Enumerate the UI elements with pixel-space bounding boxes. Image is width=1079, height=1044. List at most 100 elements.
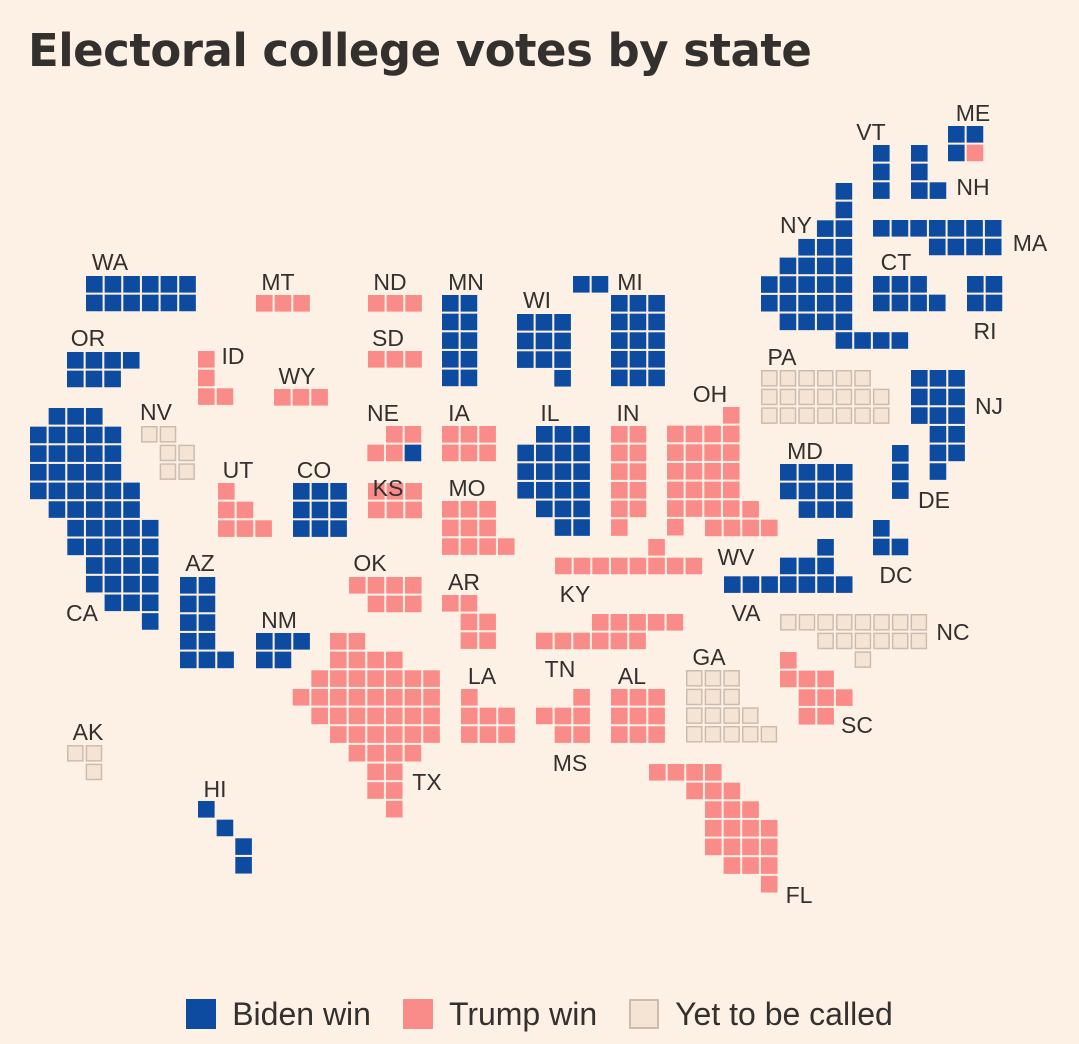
vote-tile-tn [647, 614, 665, 631]
vote-tile-ny [835, 257, 853, 275]
state-label-mi: MI [617, 269, 643, 295]
vote-tile-wv [705, 519, 722, 537]
vote-tile-az [198, 577, 216, 594]
vote-tile-ri [985, 276, 1003, 293]
vote-tile-ia [479, 426, 496, 443]
state-or [67, 352, 140, 388]
vote-tile-nj [911, 388, 928, 406]
vote-tile-ms [573, 689, 590, 706]
state-md [780, 464, 853, 518]
vote-tile-ny [816, 238, 834, 256]
vote-tile-ia [479, 444, 496, 462]
vote-tile-fl [723, 782, 741, 800]
vote-tile-sc [798, 707, 816, 725]
vote-tile-il [573, 500, 590, 518]
vote-tile-ne [386, 426, 403, 443]
vote-tile-tn [610, 632, 628, 650]
vote-tile-ks [368, 501, 385, 519]
vote-tile-ak [67, 745, 84, 762]
vote-tile-id [198, 369, 215, 387]
vote-tile-ks [386, 483, 404, 500]
vote-tile-ar [479, 632, 496, 649]
vote-tile-tx [348, 688, 366, 706]
state-ms [536, 689, 590, 743]
vote-tile-mo [460, 538, 478, 555]
vote-tile-fl [686, 764, 703, 781]
vote-tile-ok [404, 595, 422, 613]
vote-tile-ny [779, 257, 797, 275]
vote-tile-co [311, 483, 329, 500]
state-ny [761, 183, 909, 349]
vote-tile-sc [780, 652, 797, 669]
vote-tile-tn [591, 614, 609, 631]
vote-tile-nj [948, 444, 965, 462]
state-ga [686, 670, 778, 743]
vote-tile-mo [442, 501, 459, 518]
vote-tile-wi [554, 314, 571, 331]
vote-tile-mi [611, 369, 628, 387]
vote-tile-nj [929, 425, 947, 443]
vote-tile-mn [442, 313, 459, 331]
electoral-tile-map: WA OR CA NV ID MT WY UT CO AZ NM ND SD NE KS OK TX MN IA MO… [30, 100, 1048, 908]
vote-tile-wi [517, 351, 534, 368]
vote-tile-fl [649, 764, 666, 781]
vote-tile-oh [722, 444, 740, 461]
vote-tile-wa [123, 294, 140, 312]
vote-tile-ky [629, 557, 647, 575]
vote-tile-ri [985, 294, 1003, 312]
vote-tile-fl [704, 819, 722, 837]
vote-tile-mi [611, 295, 628, 312]
vote-tile-ca [48, 501, 66, 518]
vote-tile-va [835, 576, 853, 593]
vote-tile-fl [667, 764, 685, 781]
vote-tile-ca [141, 557, 159, 574]
vote-tile-tx [348, 744, 366, 762]
state-label-nh: NH [956, 174, 989, 200]
vote-tile-or [67, 352, 84, 369]
vote-tile-oh [722, 425, 740, 443]
state-label-co: CO [297, 457, 332, 483]
vote-tile-wa [86, 294, 103, 312]
vote-tile-tn [591, 632, 609, 650]
vote-tile-oh [685, 462, 703, 480]
vote-tile-oh [704, 462, 721, 480]
vote-tile-me [948, 126, 965, 143]
vote-tile-nm [256, 633, 273, 650]
state-label-tn: TN [545, 656, 576, 682]
vote-tile-md [798, 501, 816, 518]
vote-tile-vt [873, 182, 890, 199]
vote-tile-ct [873, 276, 890, 293]
vote-tile-ga [723, 707, 740, 724]
vote-tile-hi [235, 856, 252, 874]
vote-tile-fl [760, 819, 778, 837]
vote-tile-ok [386, 577, 403, 594]
vote-tile-nd [405, 295, 422, 312]
vote-tile-ga [704, 725, 722, 743]
vote-tile-oh [667, 481, 684, 499]
vote-tile-mo [479, 519, 496, 537]
vote-tile-fl [742, 819, 759, 837]
vote-tile-mt [293, 295, 310, 312]
vote-tile-mi [648, 369, 665, 387]
vote-tile-tx [348, 670, 366, 687]
vote-tile-ma [984, 220, 1002, 237]
vote-tile-wi [554, 351, 571, 368]
vote-tile-nh [929, 182, 947, 199]
vote-tile-nj [929, 444, 947, 462]
vote-tile-ok [367, 595, 385, 613]
vote-tile-il [554, 444, 572, 462]
vote-tile-oh [685, 425, 703, 443]
vote-tile-ga [723, 688, 740, 706]
vote-tile-nc [910, 614, 928, 631]
vote-tile-va [817, 557, 834, 575]
vote-tile-oh [667, 462, 684, 480]
vote-tile-md [798, 464, 816, 481]
vote-tile-ne [404, 426, 422, 443]
vote-tile-me [966, 126, 984, 143]
vote-tile-al [648, 689, 665, 706]
vote-tile-co [330, 501, 347, 519]
vote-tile-tx [348, 633, 366, 650]
vote-tile-ny [816, 220, 834, 237]
state-nm [256, 633, 310, 669]
vote-tile-pa [761, 407, 778, 424]
